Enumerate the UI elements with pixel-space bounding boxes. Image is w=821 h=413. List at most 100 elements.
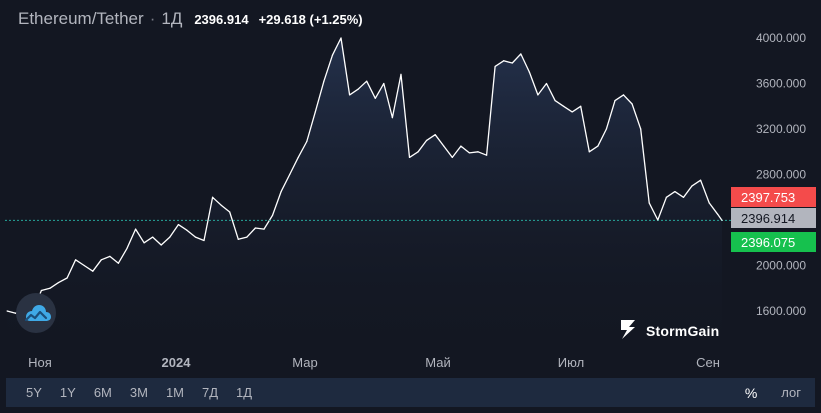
data-point: [511, 62, 513, 64]
price-tag-last: 2396.914: [731, 208, 816, 228]
data-point: [160, 244, 162, 246]
y-tick-label: 2800.000: [756, 168, 806, 182]
data-point: [203, 239, 205, 242]
price-tag-bg: [731, 187, 816, 207]
data-point: [580, 105, 582, 107]
x-tick-label: Мар: [292, 355, 317, 370]
data-point: [408, 156, 411, 159]
log-scale-button[interactable]: лог: [781, 385, 801, 400]
data-point: [528, 71, 530, 73]
range-7d-button[interactable]: 7Д: [202, 385, 219, 400]
range-6m-button[interactable]: 6M: [93, 385, 112, 400]
brand-name: StormGain: [646, 323, 720, 339]
data-point: [366, 80, 368, 82]
data-point: [237, 238, 239, 240]
data-point: [134, 228, 137, 230]
range-1y-button[interactable]: 1Y: [59, 385, 76, 400]
data-point: [383, 82, 385, 85]
data-point: [477, 151, 479, 153]
data-point: [485, 154, 488, 156]
data-point: [460, 145, 462, 147]
data-point: [357, 88, 359, 90]
price-tag-bg: [731, 208, 816, 228]
x-tick-label: 2024: [162, 355, 192, 370]
x-axis: Ноя 2024 Мар Май Июл Сен: [28, 355, 720, 370]
data-point: [434, 134, 436, 136]
range-1m-button[interactable]: 1M: [165, 385, 184, 400]
price-tag-bid: 2396.075: [731, 232, 816, 252]
stormgain-brand: StormGain: [618, 319, 719, 343]
data-point: [494, 65, 496, 68]
data-point: [271, 214, 274, 217]
interval-label[interactable]: 1Д: [161, 9, 183, 28]
range-5y-button[interactable]: 5Y: [26, 385, 42, 400]
data-point: [109, 255, 111, 257]
price-labels: 2397.753 2396.914 2396.075: [731, 187, 816, 252]
data-point: [640, 128, 642, 130]
y-tick-label: 1600.000: [756, 304, 806, 318]
data-point: [597, 145, 599, 147]
price-area-fill: [7, 38, 723, 355]
data-point: [323, 80, 325, 82]
range-1d-button[interactable]: 1Д: [236, 385, 253, 400]
data-point: [665, 196, 667, 198]
percent-scale-button[interactable]: %: [744, 384, 758, 401]
data-point: [648, 202, 650, 204]
data-point: [443, 145, 445, 147]
data-point: [289, 173, 291, 176]
data-point: [721, 219, 723, 221]
data-point: [503, 60, 505, 62]
y-tick-label: 4000.000: [756, 31, 806, 45]
data-point: [374, 97, 376, 99]
data-point: [400, 73, 402, 75]
data-point: [571, 111, 573, 113]
data-point: [426, 139, 428, 141]
last-price: 2396.914: [194, 12, 249, 27]
y-tick-label: 3200.000: [756, 122, 806, 136]
data-point: [340, 37, 342, 39]
data-point: [622, 94, 625, 96]
data-point: [83, 264, 85, 267]
range-3m-button[interactable]: 3M: [129, 385, 148, 400]
scale-options: % лог: [745, 378, 801, 407]
range-buttons: 5Y 1Y 6M 3M 1M 7Д 1Д: [6, 378, 261, 407]
data-point: [263, 228, 265, 230]
x-tick-label: Июл: [558, 355, 584, 370]
data-point: [468, 152, 471, 154]
data-point: [314, 111, 316, 113]
price-tag-label: 2397.753: [741, 190, 795, 205]
x-tick-label: Ноя: [28, 355, 52, 370]
data-point: [417, 151, 419, 153]
data-point: [75, 259, 77, 261]
data-point: [220, 204, 222, 206]
data-point: [177, 223, 179, 226]
data-point: [691, 185, 693, 187]
data-point: [674, 190, 676, 193]
range-toolbar: 5Y 1Y 6M 3M 1M 7Д 1Д % лог: [6, 378, 815, 407]
data-point: [6, 310, 8, 312]
data-point: [40, 289, 42, 292]
data-point: [588, 151, 590, 153]
data-point: [563, 105, 565, 107]
data-point: [520, 53, 522, 55]
price-tag-ask: 2397.753: [731, 187, 816, 207]
data-point: [66, 277, 68, 279]
price-tag-bg: [731, 232, 816, 252]
data-point: [280, 190, 282, 193]
data-point: [605, 128, 608, 130]
data-point: [169, 236, 171, 238]
data-point: [254, 227, 257, 229]
price-tag-label: 2396.914: [741, 211, 795, 226]
data-point: [246, 236, 248, 238]
data-point: [451, 156, 453, 159]
data-point: [306, 140, 308, 143]
cloud-logo-icon[interactable]: [16, 293, 56, 333]
data-point: [143, 242, 145, 244]
data-point: [57, 281, 60, 284]
data-point: [117, 262, 120, 264]
data-point: [194, 236, 197, 238]
data-point: [717, 213, 719, 215]
data-point: [348, 94, 351, 96]
data-point: [49, 287, 51, 289]
y-axis: 1600.0002000.0002400.0002800.0003200.000…: [756, 31, 806, 318]
